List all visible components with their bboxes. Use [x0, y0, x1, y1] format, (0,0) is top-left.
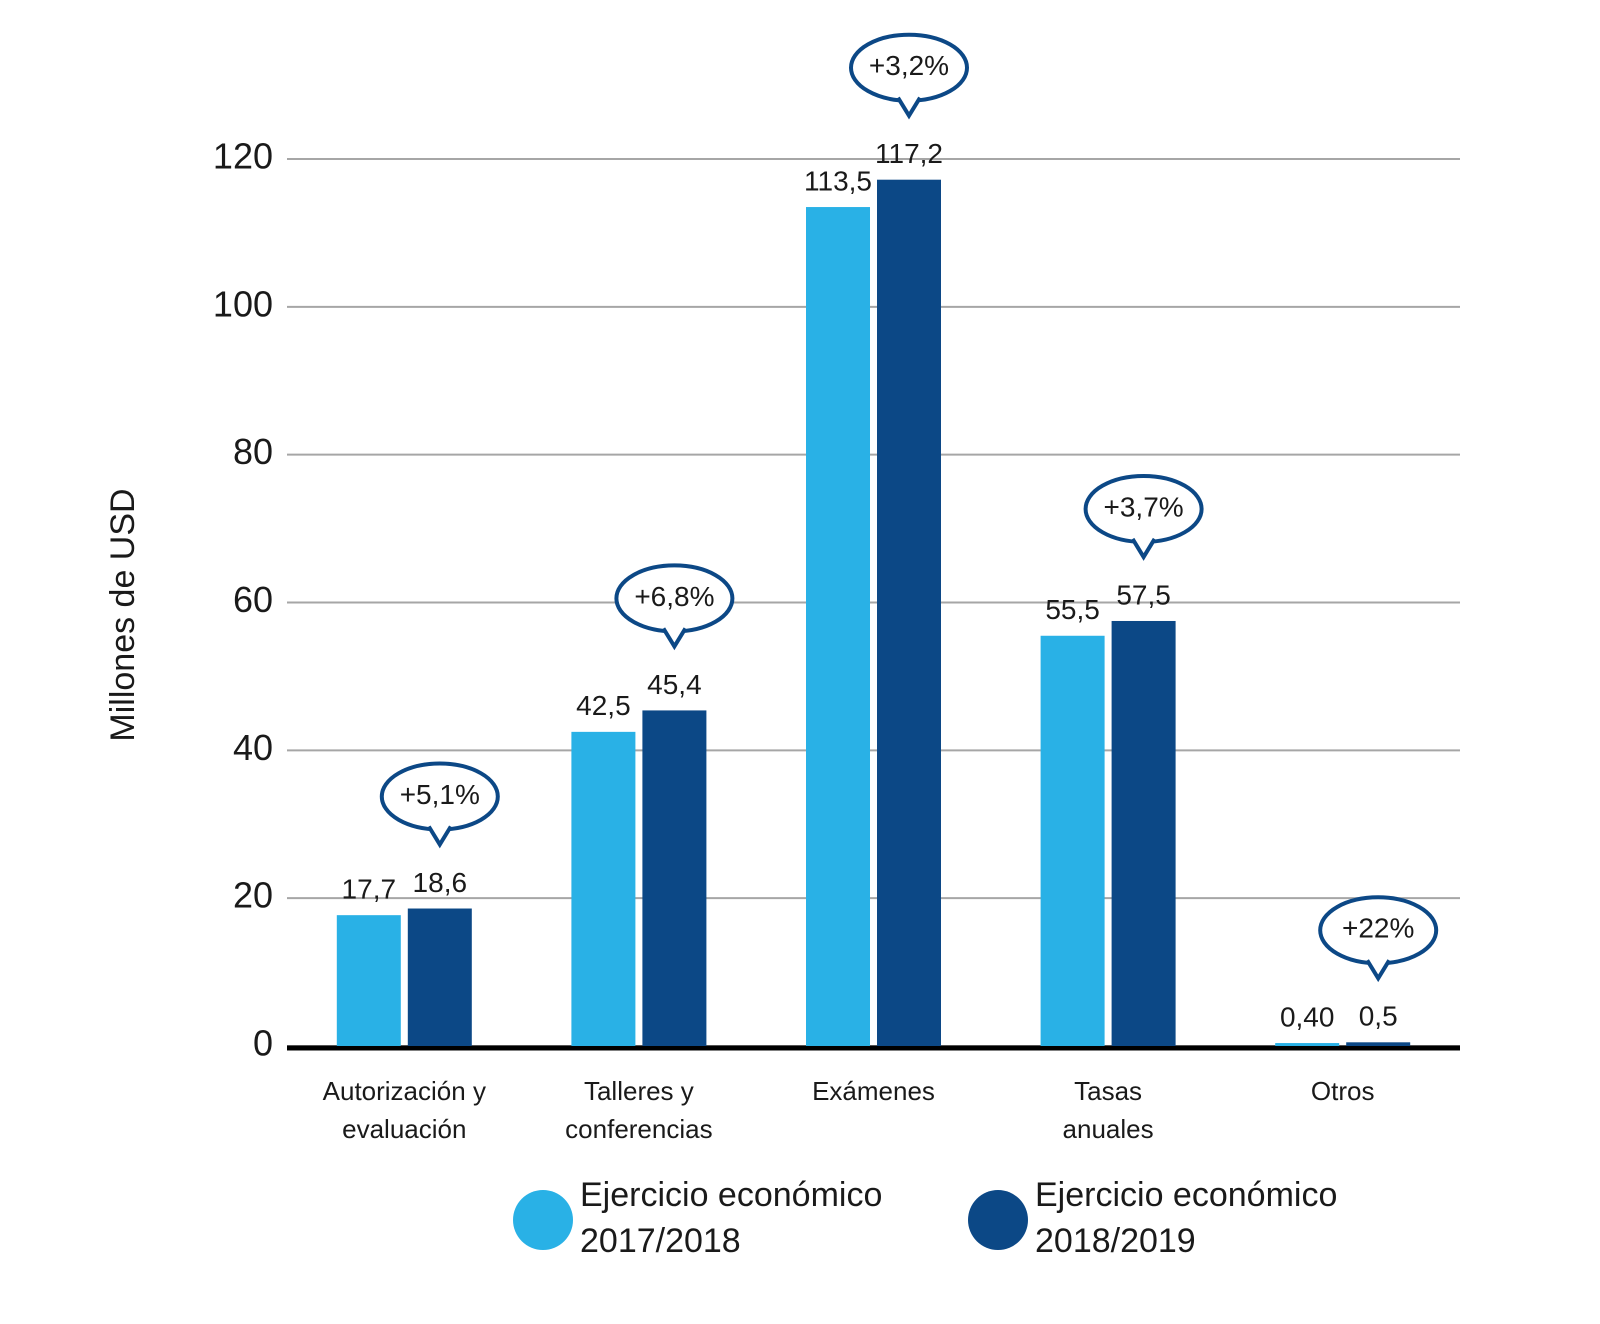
value-label: 0,40	[1280, 1001, 1335, 1032]
y-tick-label: 0	[253, 1023, 273, 1064]
value-label: 117,2	[875, 138, 943, 169]
bar	[877, 179, 941, 1047]
value-label: 57,5	[1116, 579, 1171, 610]
y-tick-label: 20	[233, 875, 273, 916]
x-tick-label: Tasas anuales	[1062, 1076, 1154, 1144]
bar	[1040, 635, 1105, 1046]
y-tick-label: 100	[213, 283, 273, 324]
callout-tail-fill	[428, 824, 451, 845]
x-tick-label: Otros	[1310, 1076, 1375, 1106]
x-tick-label: Talleres y conferencias	[565, 1076, 713, 1144]
value-label: 45,4	[647, 669, 702, 700]
legend-label: Ejercicio económico 2018/2019	[1035, 1176, 1338, 1260]
callout-tail-fill	[1132, 536, 1155, 557]
y-tick-label: 120	[213, 136, 273, 177]
callout-tail-fill	[898, 95, 920, 116]
change-annotation: +3,7%	[1104, 491, 1184, 522]
legend-swatch	[968, 1190, 1028, 1250]
y-axis-label: Millones de USD	[104, 488, 142, 741]
callout-tail	[896, 96, 922, 120]
bar	[571, 731, 636, 1046]
bar	[1346, 1042, 1411, 1046]
bar	[407, 908, 472, 1046]
callout-tail-fill	[663, 626, 686, 647]
legend-label: Ejercicio económico 2017/2018	[580, 1176, 883, 1260]
change-annotation: +22%	[1342, 913, 1414, 944]
x-tick-label: Exámenes	[812, 1076, 935, 1106]
value-label: 0,5	[1359, 1001, 1398, 1032]
legend-swatch	[513, 1190, 573, 1250]
callout-tail	[427, 825, 453, 849]
callout-tail	[1365, 959, 1391, 983]
bar	[336, 915, 401, 1046]
value-label: 17,7	[342, 874, 397, 905]
x-tick-label: Autorización y evaluación	[322, 1076, 486, 1144]
callout-tail	[661, 627, 688, 651]
value-label: 55,5	[1045, 594, 1100, 625]
change-annotation: +3,2%	[869, 50, 949, 81]
change-annotation: +6,8%	[634, 581, 714, 612]
bar	[1111, 620, 1176, 1046]
callout-tail-fill	[1367, 958, 1390, 979]
y-tick-label: 40	[233, 727, 273, 768]
bar	[642, 710, 707, 1046]
bar	[806, 207, 870, 1046]
value-label: 113,5	[804, 165, 872, 196]
callout-tail	[1130, 537, 1157, 561]
value-label: 18,6	[413, 867, 468, 898]
bar	[1275, 1043, 1340, 1046]
y-tick-label: 60	[233, 579, 273, 620]
value-label: 42,5	[576, 690, 631, 721]
y-tick-label: 80	[233, 431, 273, 472]
change-annotation: +5,1%	[400, 779, 480, 810]
